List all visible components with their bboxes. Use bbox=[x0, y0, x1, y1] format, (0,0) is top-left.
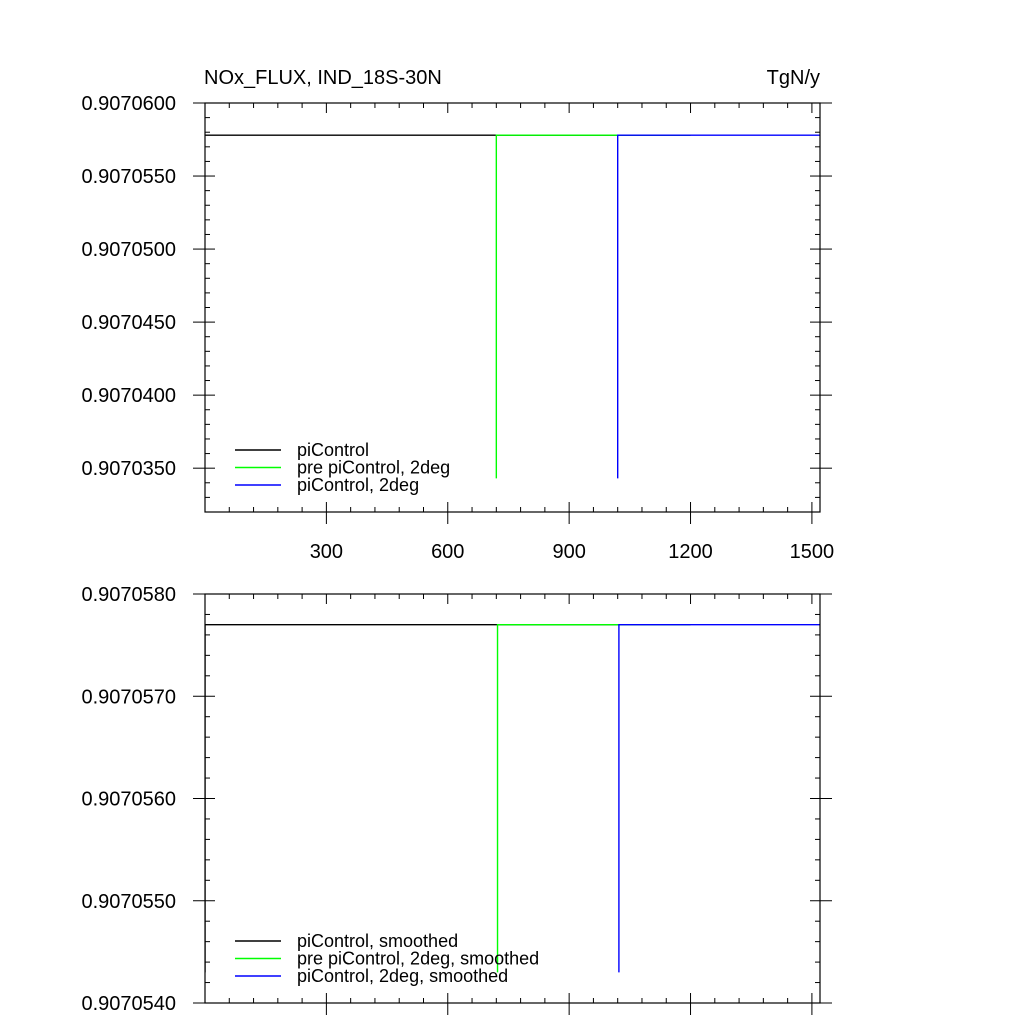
bottom-y-tick-label: 0.9070570 bbox=[81, 686, 176, 708]
top-y-tick-label: 0.9070500 bbox=[81, 239, 176, 261]
top-y-tick-label: 0.9070350 bbox=[81, 458, 176, 480]
bottom-series-line-2 bbox=[619, 625, 820, 973]
top-series-line-2 bbox=[618, 135, 820, 478]
top-chart-units: TgN/y bbox=[767, 67, 820, 89]
bottom-y-tick-label: 0.9070580 bbox=[81, 584, 176, 606]
top-chart-title: NOx_FLUX, IND_18S-30N bbox=[204, 67, 442, 89]
top-x-tick-label: 1200 bbox=[668, 541, 713, 563]
top-legend-label-2: piControl, 2deg bbox=[297, 475, 419, 495]
top-series-line-1 bbox=[496, 135, 690, 478]
top-x-tick-label: 900 bbox=[552, 541, 585, 563]
top-panel: NOx_FLUX, IND_18S-30N TgN/y 300 600 900 120… bbox=[81, 67, 834, 563]
top-x-tick-label: 600 bbox=[431, 541, 464, 563]
bottom-panel: 0.9070540 0.9070550 0.9070560 0.9070570 0.90… bbox=[81, 584, 832, 1015]
top-y-tick-label: 0.9070550 bbox=[81, 166, 176, 188]
bottom-series-line-0 bbox=[205, 625, 691, 973]
top-y-tick-label: 0.9070600 bbox=[81, 93, 176, 115]
top-x-tick-label: 1500 bbox=[790, 541, 835, 563]
top-x-tick-label: 300 bbox=[310, 541, 343, 563]
top-y-tick-label: 0.9070450 bbox=[81, 312, 176, 334]
bottom-y-tick-label: 0.9070550 bbox=[81, 891, 176, 913]
bottom-y-tick-label: 0.9070560 bbox=[81, 789, 176, 811]
bottom-y-tick-label: 0.9070540 bbox=[81, 993, 176, 1015]
bottom-legend-label-2: piControl, 2deg, smoothed bbox=[297, 966, 508, 986]
bottom-series-line-1 bbox=[498, 625, 691, 973]
top-y-tick-label: 0.9070400 bbox=[81, 385, 176, 407]
